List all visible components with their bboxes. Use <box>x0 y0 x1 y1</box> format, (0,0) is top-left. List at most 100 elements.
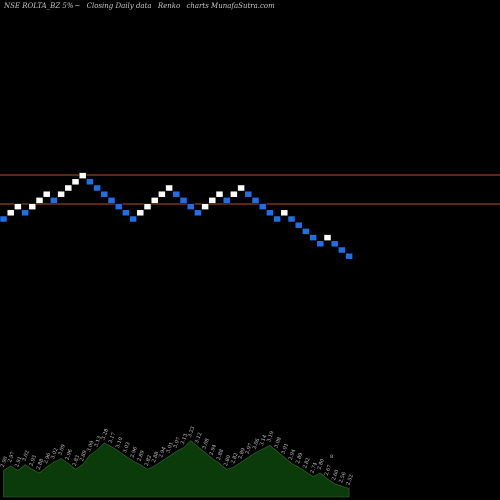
renko-brick-up <box>158 190 166 198</box>
renko-brick-up <box>143 203 152 210</box>
volume-label: 2.89 <box>295 452 304 465</box>
volume-label: 2.82 <box>230 452 239 465</box>
header-site: charts MunafaSutra.com <box>186 2 275 10</box>
renko-brick-down <box>100 190 109 198</box>
volume-label: 2.90 <box>0 456 9 469</box>
renko-brick-down <box>330 240 339 248</box>
volume-label: 3.09 <box>57 444 66 457</box>
renko-brick-up <box>35 197 44 204</box>
volume-label: 3.08 <box>201 438 210 451</box>
volume-label: 3.08 <box>273 437 282 450</box>
volume-label: 3.19 <box>266 431 275 444</box>
volume-label: 2.97 <box>7 451 16 464</box>
volume-label: 2.91 <box>14 456 23 469</box>
volume-label: 3.01 <box>281 443 290 456</box>
volume-label: 2.74 <box>309 462 318 475</box>
volume-label: 3.09 <box>86 440 95 453</box>
volume-label: 2.82 <box>144 455 153 468</box>
renko-brick-up <box>165 184 173 192</box>
renko-brick-up <box>201 203 209 210</box>
renko-brick-down <box>21 209 29 217</box>
renko-brick-down <box>86 178 94 186</box>
renko-brick-down <box>186 203 195 210</box>
renko-brick-up <box>78 172 87 179</box>
header-symbol: NSE ROLTA_BZ 5% <box>3 2 74 10</box>
volume-label: 3.02 <box>50 447 59 460</box>
renko-brick-down <box>294 221 303 229</box>
renko-brick-down <box>287 215 296 223</box>
volume-label: 2.96 <box>43 452 52 465</box>
volume-label: 3.12 <box>194 432 203 445</box>
volume-label: 2.82 <box>302 457 311 470</box>
renko-bricks <box>0 172 353 260</box>
volume-label: 2.88 <box>36 458 45 471</box>
renko-brick-down <box>244 190 253 198</box>
renko-brick-down <box>129 215 137 223</box>
renko-brick-up <box>150 197 159 204</box>
volume-label: 2.96 <box>129 446 138 459</box>
renko-brick-down <box>222 197 231 204</box>
renko-brick-up <box>215 190 224 198</box>
volume-labels: 2.902.972.913.022.932.882.963.023.092.96… <box>0 426 355 487</box>
renko-brick-up <box>208 197 217 204</box>
renko-brick-up <box>28 203 37 210</box>
volume-label: 2.56 <box>338 471 347 484</box>
header-chart-kind: Closing Daily data <box>87 2 152 10</box>
header-tick-mark: ~ <box>75 2 81 10</box>
volume-label: 2.88 <box>151 451 160 464</box>
renko-brick-up <box>6 209 15 217</box>
volume-label: 3.13 <box>180 433 189 446</box>
renko-brick-down <box>309 234 317 241</box>
renko-brick-up <box>323 234 332 241</box>
volume-label: 3.01 <box>165 441 174 454</box>
volume-label: 2.89 <box>237 447 246 460</box>
volume-label: 2.94 <box>158 446 167 459</box>
renko-brick-down <box>172 190 181 198</box>
renko-brick-down <box>338 246 346 254</box>
volume-label: 2.60 <box>331 469 340 482</box>
renko-brick-up <box>136 209 145 217</box>
volume-label: 3.17 <box>108 432 117 445</box>
renko-brick-down <box>179 197 188 204</box>
volume-label: 3.28 <box>101 428 110 441</box>
volume-extra-label: 8 <box>330 454 333 460</box>
renko-brick-down <box>114 203 123 210</box>
volume-label: 3.06 <box>252 438 261 451</box>
renko-brick-down <box>316 240 325 248</box>
renko-brick-down <box>273 215 281 223</box>
renko-brick-up <box>64 184 73 192</box>
renko-brick-down <box>0 215 8 223</box>
volume-label: 2.93 <box>29 455 38 468</box>
renko-brick-up <box>57 190 65 198</box>
volume-label: 2.94 <box>288 449 297 462</box>
renko-brick-down <box>251 197 260 204</box>
volume-label: 3.10 <box>115 437 124 450</box>
renko-brick-up <box>14 203 22 210</box>
renko-brick-down <box>194 209 202 217</box>
volume-label: 2.67 <box>324 464 333 477</box>
volume-label: 3.23 <box>187 426 196 439</box>
renko-brick-down <box>302 228 310 235</box>
renko-brick-up <box>230 190 238 198</box>
volume-label: 3.13 <box>93 435 102 448</box>
renko-brick-up <box>42 190 51 198</box>
volume-label: 3.03 <box>122 441 131 454</box>
renko-brick-down <box>107 197 116 204</box>
renko-brick-down <box>258 203 267 210</box>
volume-label: 2.83 <box>72 455 81 468</box>
volume-label: 2.96 <box>65 449 74 462</box>
renko-brick-down <box>345 252 353 260</box>
renko-brick-up <box>71 178 80 186</box>
renko-brick-down <box>266 209 274 217</box>
volume-label: 2.88 <box>216 449 225 462</box>
volume-label: 2.89 <box>79 450 88 463</box>
volume-area <box>3 440 350 498</box>
volume-label: 3.07 <box>173 437 182 450</box>
volume-label: 2.52 <box>345 474 354 487</box>
volume-label: 2.89 <box>137 450 146 463</box>
renko-brick-down <box>122 209 130 217</box>
chart-header: NSE ROLTA_BZ 5%~ Closing Daily data Renk… <box>3 2 275 10</box>
renko-brick-down <box>50 197 58 204</box>
